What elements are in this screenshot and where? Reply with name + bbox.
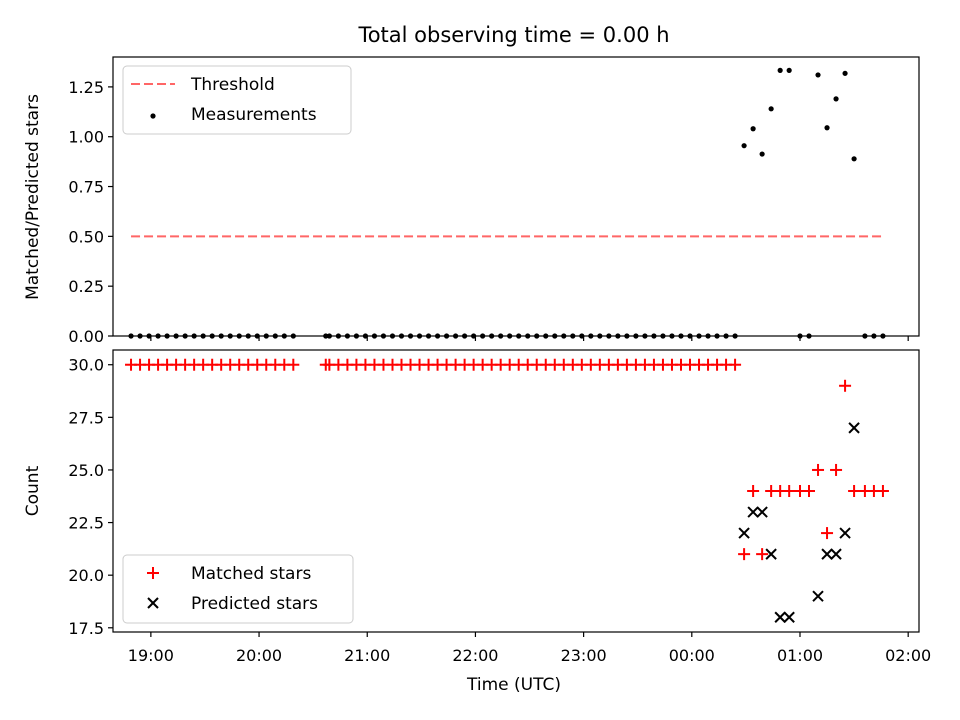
- x-tick-label: 01:00: [777, 646, 823, 665]
- measurement-point: [750, 126, 756, 132]
- matched-legend-swatch: [147, 567, 159, 579]
- predicted-stars-points: [738, 422, 860, 623]
- bottom-panel-counts: 17.5 20.0 22.5 25.0 27.5 30.0 19:00 20:00 21:00…: [23, 349, 931, 695]
- matched-stars-points: [125, 358, 889, 561]
- x-tick-label: 21:00: [344, 646, 390, 665]
- measurement-point: [833, 96, 839, 102]
- measurement-point: [741, 143, 747, 149]
- predicted-star-marker: [783, 611, 795, 623]
- measurement-point: [759, 151, 765, 157]
- measurement-point: [842, 70, 848, 76]
- top-y-tick-label: 1.00: [68, 128, 104, 147]
- matched-star-marker: [830, 463, 843, 476]
- x-tick-label: 00:00: [669, 646, 715, 665]
- predicted-star-marker: [774, 611, 786, 623]
- matched-star-marker: [821, 527, 834, 540]
- top-y-tick-label: 0.50: [68, 227, 104, 246]
- measurement-point: [777, 67, 783, 73]
- matched-star-marker: [756, 548, 769, 561]
- bottom-legend-box: [122, 554, 354, 624]
- matched-legend-label: Matched stars: [191, 564, 311, 584]
- bottom-axes-frame: [112, 349, 920, 633]
- predicted-star-marker: [821, 548, 833, 560]
- x-tick-label: 20:00: [236, 646, 282, 665]
- x-tick-label: 02:00: [885, 646, 931, 665]
- measurement-point: [815, 72, 821, 78]
- measurements-legend-label: Measurements: [191, 105, 317, 125]
- x-tick-label: 23:00: [561, 646, 607, 665]
- measurements-legend-swatch: [150, 113, 156, 119]
- top-legend: Threshold Measurements: [122, 65, 352, 135]
- matched-star-marker: [783, 485, 796, 497]
- measurement-point: [851, 156, 857, 162]
- matched-star-marker: [848, 485, 861, 497]
- matched-star-marker: [876, 485, 889, 497]
- x-axis-label: Time (UTC): [466, 675, 561, 695]
- top-y-tick-label: 1.25: [68, 78, 104, 97]
- x-tick-label: 22:00: [452, 646, 498, 665]
- bottom-y-tick-label: 22.5: [68, 514, 104, 533]
- top-y-tick-label: 0.75: [68, 178, 104, 197]
- measurement-point: [824, 125, 830, 131]
- predicted-legend-swatch: [147, 597, 159, 609]
- top-y-axis-ticks: 0.00 0.25 0.50 0.75 1.00 1.25: [68, 78, 113, 346]
- predicted-star-marker: [747, 506, 759, 518]
- matched-star-marker: [812, 463, 825, 476]
- x-tick-label: 19:00: [128, 646, 174, 665]
- predicted-star-marker: [812, 590, 824, 602]
- top-y-tick-label: 0.25: [68, 277, 104, 296]
- predicted-star-marker: [765, 548, 777, 560]
- bottom-legend: Matched stars Predicted stars: [122, 554, 354, 624]
- matched-star-marker: [729, 358, 742, 371]
- matched-star-marker: [747, 485, 760, 497]
- measurement-point: [786, 67, 792, 73]
- predicted-legend-label: Predicted stars: [191, 594, 318, 614]
- threshold-legend-label: Threshold: [190, 75, 275, 95]
- top-x-axis-ticks: [150, 336, 909, 341]
- bottom-y-tick-label: 17.5: [68, 619, 104, 638]
- matched-star-marker: [803, 485, 816, 497]
- matched-star-marker: [287, 358, 300, 371]
- top-legend-box: [122, 65, 352, 135]
- measurement-point: [768, 106, 774, 112]
- top-y-axis-label: Matched/Predicted stars: [23, 94, 43, 300]
- predicted-star-marker: [839, 527, 851, 539]
- bottom-y-tick-label: 30.0: [68, 356, 104, 375]
- matched-star-marker: [738, 548, 751, 561]
- bottom-y-tick-label: 27.5: [68, 408, 104, 427]
- bottom-y-axis-label: Count: [23, 465, 43, 516]
- bottom-x-axis-ticks: 19:00 20:00 21:00 22:00 23:00 00:00 01:00 02:00: [128, 632, 931, 665]
- predicted-star-marker: [738, 527, 750, 539]
- figure-title: Total observing time = 0.00 h: [357, 23, 669, 47]
- top-axes-frame: [112, 56, 920, 337]
- predicted-star-marker: [848, 422, 860, 434]
- bottom-y-tick-label: 25.0: [68, 461, 104, 480]
- predicted-star-marker: [830, 548, 842, 560]
- top-y-tick-label: 0.00: [68, 327, 104, 346]
- predicted-star-marker: [756, 506, 768, 518]
- bottom-y-axis-ticks: 17.5 20.0 22.5 25.0 27.5 30.0: [68, 356, 113, 638]
- top-panel-ratio: 0.00 0.25 0.50 0.75 1.00 1.25 Matched/Predict…: [23, 56, 920, 346]
- bottom-y-tick-label: 20.0: [68, 566, 104, 585]
- matched-star-marker: [839, 379, 852, 392]
